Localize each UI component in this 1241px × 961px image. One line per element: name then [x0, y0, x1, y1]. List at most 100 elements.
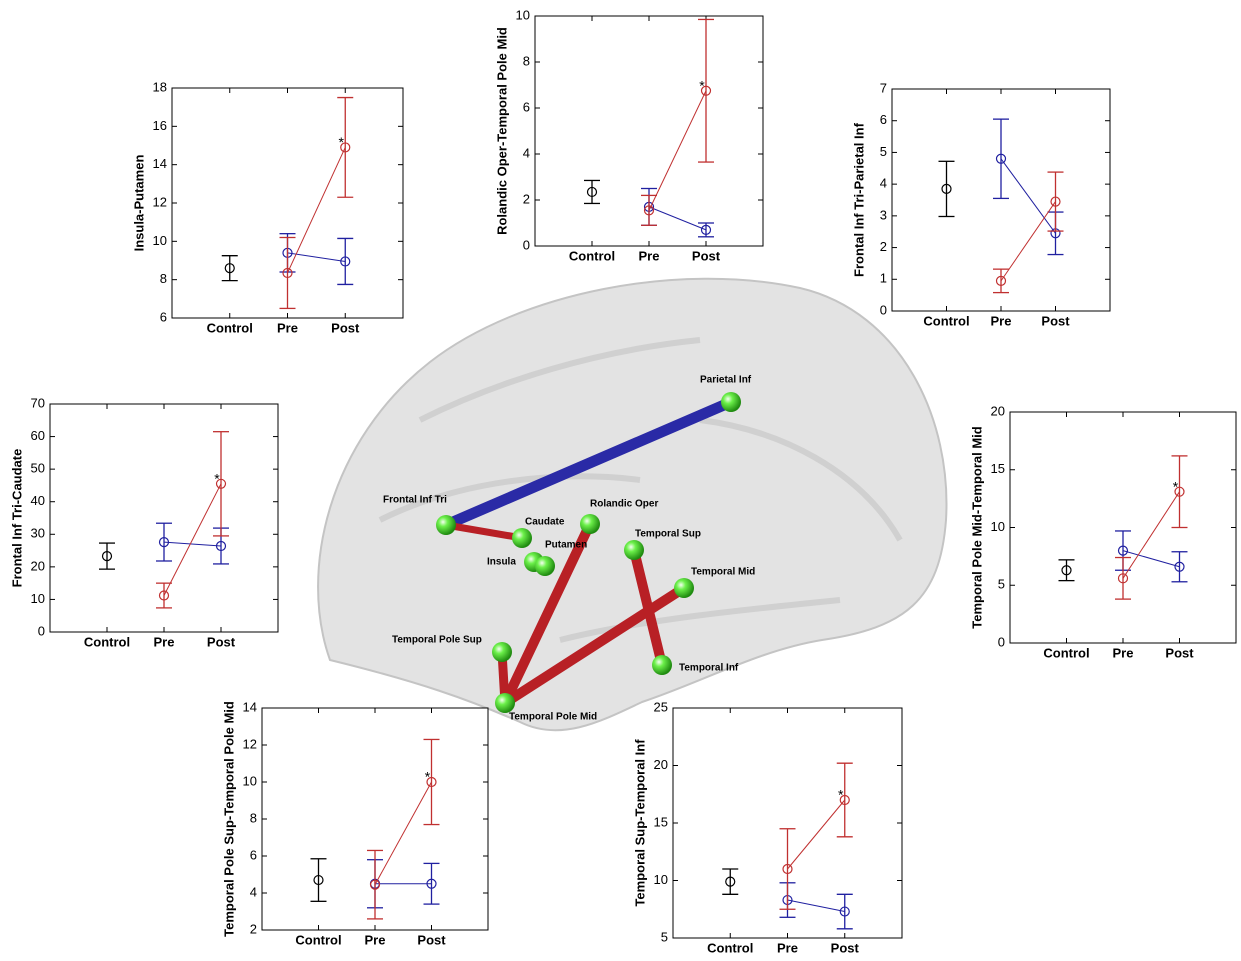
- significance-mark: *: [339, 134, 345, 150]
- x-tick-label: Pre: [991, 313, 1012, 328]
- y-tick-label: 20: [991, 403, 1005, 418]
- x-tick-label: Post: [1165, 645, 1194, 660]
- y-tick-label: 6: [523, 99, 530, 114]
- y-axis-label: Temporal Pole Mid-Temporal Mid: [969, 426, 984, 629]
- y-axis-label: Rolandic Oper-Temporal Pole Mid: [494, 27, 509, 235]
- region-label: Caudate: [525, 517, 565, 528]
- data-point: [340, 142, 351, 153]
- brain: Parietal Inf Frontal Inf Tri Caudate Roland…: [317, 277, 948, 732]
- region-label: Temporal Pole Mid: [509, 712, 597, 723]
- y-tick-label: 60: [31, 428, 45, 443]
- chart: 0 2 4 6 8 10 Control Pre Post Rolandic Oper-Tempo…: [494, 7, 764, 263]
- x-tick-label: Control: [1043, 645, 1089, 660]
- series-line: [374, 781, 432, 885]
- data-point: [313, 874, 324, 886]
- error-bar: [279, 236, 296, 310]
- region-label: Temporal Sup: [635, 529, 701, 540]
- x-tick-label: Control: [207, 320, 253, 335]
- significance-mark: *: [1173, 478, 1179, 494]
- data-point: [1117, 573, 1129, 584]
- chart: 2 4 6 8 10 12 14 Control Pre Post Temporal Pole Su…: [221, 699, 489, 947]
- connection: [629, 545, 667, 670]
- region-node: [512, 528, 532, 548]
- error-bar: [993, 118, 1009, 200]
- series-line: [1000, 201, 1056, 282]
- y-tick-label: 50: [31, 461, 45, 476]
- y-tick-label: 5: [880, 144, 887, 159]
- y-tick-label: 2: [880, 239, 887, 254]
- region-label: Temporal Pole Sup: [392, 635, 482, 646]
- y-tick-label: 40: [31, 493, 45, 508]
- chart: 0 1 2 3 4 5 6 7 Control Pre Post Frontal Inf Tri-Pa…: [851, 80, 1111, 328]
- data-point: [941, 183, 952, 194]
- x-tick-label: Pre: [154, 634, 175, 649]
- data-point: [1050, 196, 1061, 207]
- error-bar: [156, 522, 172, 562]
- chart: 0 5 10 15 20 Control Pre Post Temporal Pole Mid-…: [969, 403, 1237, 660]
- y-tick-label: 5: [998, 577, 1005, 592]
- y-tick-label: 6: [880, 112, 887, 127]
- y-tick-label: 2: [523, 191, 530, 206]
- y-tick-label: 8: [523, 53, 530, 68]
- region-label: Parietal Inf: [700, 375, 752, 386]
- chart: 6 8 10 12 14 16 18 Control Pre Post Insula-Putamen…: [131, 79, 404, 335]
- significance-mark: *: [214, 471, 220, 487]
- y-axis-label: Frontal Inf Tri-Caudate: [9, 449, 24, 588]
- connections: [440, 396, 737, 708]
- y-tick-label: 30: [31, 526, 45, 541]
- x-tick-label: Pre: [639, 248, 660, 263]
- y-axis-label: Temporal Pole Sup-Temporal Pole Mid: [221, 701, 236, 937]
- region-node: [624, 540, 644, 560]
- connection: [442, 521, 526, 542]
- series-line: [1122, 550, 1180, 568]
- data-point: [1117, 545, 1129, 556]
- significance-mark: *: [425, 769, 431, 785]
- error-bar: [1115, 556, 1131, 600]
- error-bar: [213, 431, 229, 537]
- region-label: Insula: [487, 557, 516, 568]
- data-point: [369, 879, 381, 890]
- error-bar: [1171, 455, 1188, 529]
- y-tick-label: 1: [880, 271, 887, 286]
- region-node: [580, 514, 600, 534]
- y-tick-label: 5: [661, 929, 668, 944]
- connection: [500, 519, 595, 708]
- y-tick-label: 12: [243, 736, 257, 751]
- data-point: [224, 263, 235, 274]
- x-tick-label: Pre: [365, 932, 386, 947]
- significance-mark: *: [838, 787, 844, 803]
- region-label: Putamen: [545, 540, 587, 551]
- y-tick-label: 6: [160, 309, 167, 324]
- x-tick-label: Pre: [777, 940, 798, 955]
- y-tick-label: 15: [654, 814, 668, 829]
- data-point: [340, 256, 351, 267]
- brain-surface: [317, 277, 948, 732]
- data-point: [215, 540, 227, 552]
- series-line: [163, 541, 222, 547]
- data-point: [995, 275, 1007, 286]
- y-tick-label: 10: [654, 872, 668, 887]
- error-bar: [836, 762, 853, 838]
- x-tick-label: Post: [1041, 313, 1070, 328]
- region-label: Temporal Mid: [691, 567, 755, 578]
- error-bar: [993, 268, 1009, 294]
- error-bar: [423, 738, 440, 826]
- y-tick-label: 14: [153, 156, 167, 171]
- error-bar: [423, 862, 440, 905]
- connection: [500, 583, 689, 708]
- data-point: [643, 205, 655, 216]
- data-point: [426, 776, 437, 788]
- data-point: [782, 863, 793, 875]
- regions: Parietal Inf Frontal Inf Tri Caudate Roland…: [383, 375, 755, 723]
- data-point: [1174, 486, 1185, 497]
- y-tick-label: 7: [880, 80, 887, 95]
- region-node: [495, 693, 515, 713]
- error-bar: [367, 849, 383, 920]
- plot-frame: [1009, 411, 1237, 644]
- y-tick-label: 10: [243, 773, 257, 788]
- chart: 0 10 20 30 40 50 60 70 Control Pre Post Frontal Inf…: [9, 395, 279, 649]
- error-bar: [310, 858, 327, 902]
- y-tick-label: 6: [250, 847, 257, 862]
- y-tick-label: 0: [880, 302, 887, 317]
- error-bar: [584, 179, 600, 205]
